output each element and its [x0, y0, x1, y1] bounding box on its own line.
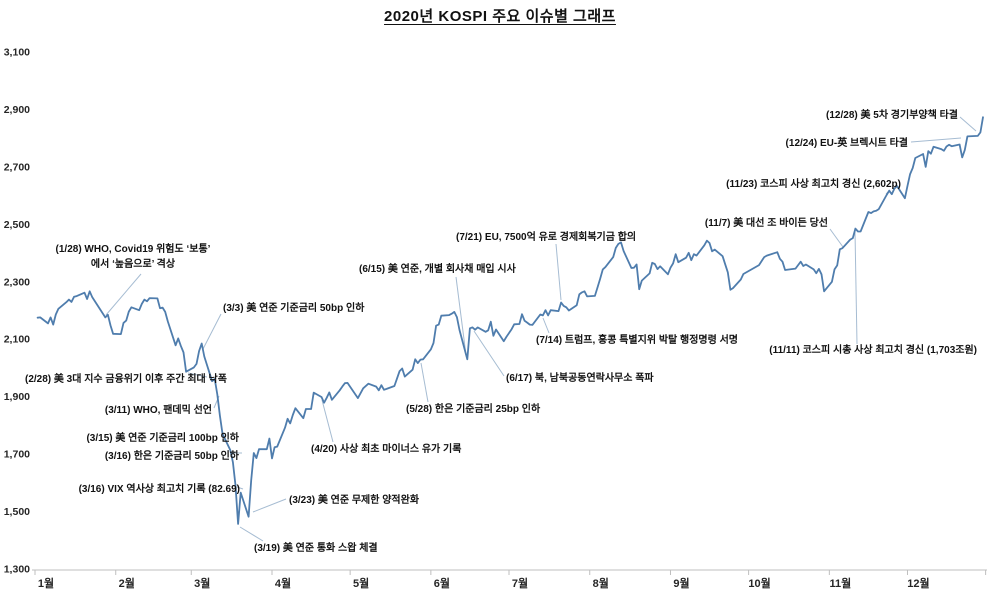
annotation-fed-50bp: (3/3) 美 연준 기준금리 50bp 인하: [223, 301, 365, 314]
y-axis-label: 1,900: [4, 391, 30, 403]
annotation-kospi-high: (11/23) 코스피 사상 최고치 경신 (2,602p): [726, 177, 901, 190]
leader-line-marketcap-high: [854, 230, 858, 345]
y-axis-label: 1,300: [4, 564, 30, 576]
annotation-trump-hk: (7/14) 트럼프, 홍콩 특별지위 박탈 행정명령 서명: [536, 333, 738, 346]
x-axis-label: 11월: [829, 576, 851, 590]
annotation-who-upgrade: (1/28) WHO, Covid19 위험도 ‘보통’ 에서 ‘높음으로’ 격상: [56, 242, 211, 270]
annotation-brexit-deal: (12/24) EU-英 브렉시트 타결: [786, 136, 908, 149]
leader-line-oil-negative: [321, 399, 334, 443]
annotation-bok-25bp: (5/28) 한은 기준금리 25bp 인하: [406, 402, 541, 415]
annotation-us-stimulus: (12/28) 美 5차 경기부양책 타결: [826, 108, 958, 121]
annotation-fed-swap: (3/19) 美 연준 통화 스왑 체결: [254, 541, 378, 554]
y-axis-label: 2,700: [4, 161, 30, 173]
x-axis-label: 5월: [353, 576, 369, 590]
leader-line-trump-hk: [542, 317, 550, 334]
x-axis-label: 1월: [38, 576, 54, 590]
y-axis-label: 3,100: [4, 47, 30, 59]
annotation-bok-50bp: (3/16) 한은 기준금리 50bp 인하: [105, 449, 240, 462]
leader-line-brexit-deal: [910, 137, 962, 143]
page-title: 2020년 KOSPI 주요 이슈별 그래프: [384, 8, 616, 25]
x-axis-label: 12월: [907, 576, 929, 590]
leader-line-who-upgrade: [105, 273, 142, 316]
leader-line-biden-win: [829, 228, 844, 248]
leader-line-bok-25bp: [420, 362, 429, 403]
annotation-fed-bonds: (6/15) 美 연준, 개별 회사채 매입 시사: [359, 262, 517, 275]
y-axis-label: 2,100: [4, 334, 30, 346]
y-axis-label: 2,300: [4, 276, 30, 288]
leader-line-us-crash: [187, 372, 208, 378]
x-axis-label: 7월: [512, 576, 528, 590]
leader-line-us-stimulus: [959, 116, 977, 132]
annotation-fed-100bp: (3/15) 美 연준 기준금리 100bp 인하: [86, 431, 239, 444]
annotation-eu-fund: (7/21) EU, 7500억 유로 경제회복기금 합의: [456, 230, 636, 243]
leader-line-fed-qe: [252, 498, 287, 513]
x-axis-label: 2월: [119, 576, 135, 590]
annotation-oil-negative: (4/20) 사상 최초 마이너스 유가 기록: [311, 442, 461, 455]
annotation-nk-office: (6/17) 북, 남북공동연락사무소 폭파: [506, 371, 654, 384]
leader-line-fed-50bp: [202, 313, 222, 350]
y-axis-label: 1,700: [4, 449, 30, 461]
leader-line-fed-swap: [239, 526, 264, 542]
leader-line-nk-office: [473, 330, 505, 377]
x-axis-label: 10월: [748, 576, 770, 590]
y-axis-label: 2,900: [4, 104, 30, 116]
annotation-marketcap-high: (11/11) 코스피 시총 사상 최고치 경신 (1,703조원): [769, 343, 977, 356]
x-axis-label: 6월: [434, 576, 450, 590]
leader-line-fed-bonds: [455, 276, 467, 356]
x-axis-label: 9월: [673, 576, 689, 590]
y-axis-label: 1,500: [4, 506, 30, 518]
x-axis-label: 8월: [593, 576, 609, 590]
annotation-us-crash: (2/28) 美 3대 지수 금융위기 이후 주간 최대 낙폭: [25, 372, 227, 385]
y-axis-label: 2,500: [4, 219, 30, 231]
leader-line-eu-fund: [555, 243, 562, 301]
annotation-vix-record: (3/16) VIX 역사상 최고치 기록 (82.69): [79, 482, 240, 495]
annotation-fed-qe: (3/23) 美 연준 무제한 양적완화: [289, 493, 420, 506]
leader-line-vix-record: [236, 486, 244, 490]
annotation-pandemic: (3/11) WHO, 팬데믹 선언: [105, 403, 212, 416]
kospi-line: [36, 116, 984, 525]
annotation-biden-win: (11/7) 美 대선 조 바이든 당선: [705, 216, 828, 229]
x-axis-label: 4월: [275, 576, 291, 590]
x-axis-label: 3월: [194, 576, 210, 590]
